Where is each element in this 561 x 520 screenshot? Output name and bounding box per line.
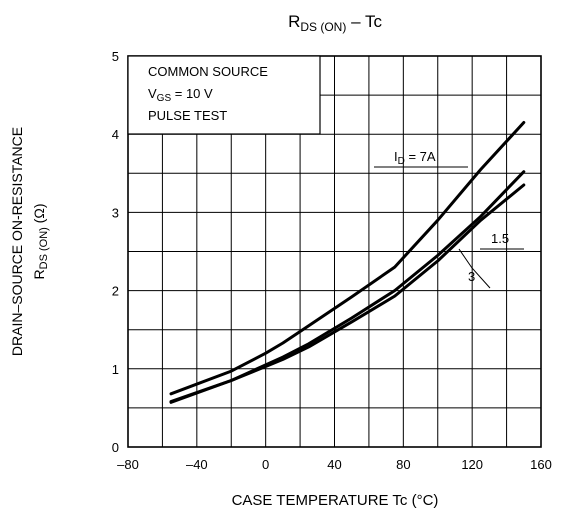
conditions-box: COMMON SOURCE VGS = 10 V PULSE TEST — [127, 55, 321, 135]
condition-vgs: VGS = 10 V — [148, 86, 213, 104]
series-label-id-7a: ID = 7A — [394, 149, 436, 167]
y-tick-label: 0 — [112, 440, 119, 455]
series-line-0 — [169, 121, 526, 396]
x-tick-label: 80 — [396, 457, 410, 472]
tick-labels: –80 –40 0 40 80 120 160 0 1 2 3 4 5 — [112, 49, 552, 472]
y-tick-label: 2 — [112, 284, 119, 299]
x-tick-label: –80 — [117, 457, 139, 472]
x-tick-label: 120 — [461, 457, 483, 472]
y-tick-label: 1 — [112, 362, 119, 377]
condition-pulse-test: PULSE TEST — [148, 108, 227, 123]
y-tick-label: 5 — [112, 49, 119, 64]
series-label-3: 3 — [468, 269, 475, 284]
y-axis-label-line1: DRAIN–SOURCE ON-RESISTANCE — [9, 127, 25, 356]
x-tick-label: –40 — [186, 457, 208, 472]
conditions-box-frame — [127, 55, 321, 135]
y-tick-label: 4 — [112, 127, 119, 142]
series-line-2 — [169, 183, 526, 404]
series-label-1-5: 1.5 — [491, 231, 509, 246]
x-axis-label: CASE TEMPERATURE Tc (°C) — [232, 492, 439, 509]
series-line-1 — [169, 170, 526, 404]
series-lines — [169, 121, 526, 404]
x-tick-label: 160 — [530, 457, 552, 472]
condition-common-source: COMMON SOURCE — [148, 64, 268, 79]
series-label-leader-3 — [458, 248, 491, 289]
series-labels: ID = 7A 1.5 3 — [374, 149, 524, 289]
y-axis-label-line2: RDS (ON) (Ω) — [31, 204, 50, 280]
axes — [127, 55, 542, 448]
chart-title: RDS (ON) – Tc — [288, 12, 382, 34]
plot-frame — [127, 55, 542, 448]
x-tick-label: 40 — [327, 457, 341, 472]
y-tick-label: 3 — [112, 205, 119, 220]
x-tick-label: 0 — [262, 457, 269, 472]
